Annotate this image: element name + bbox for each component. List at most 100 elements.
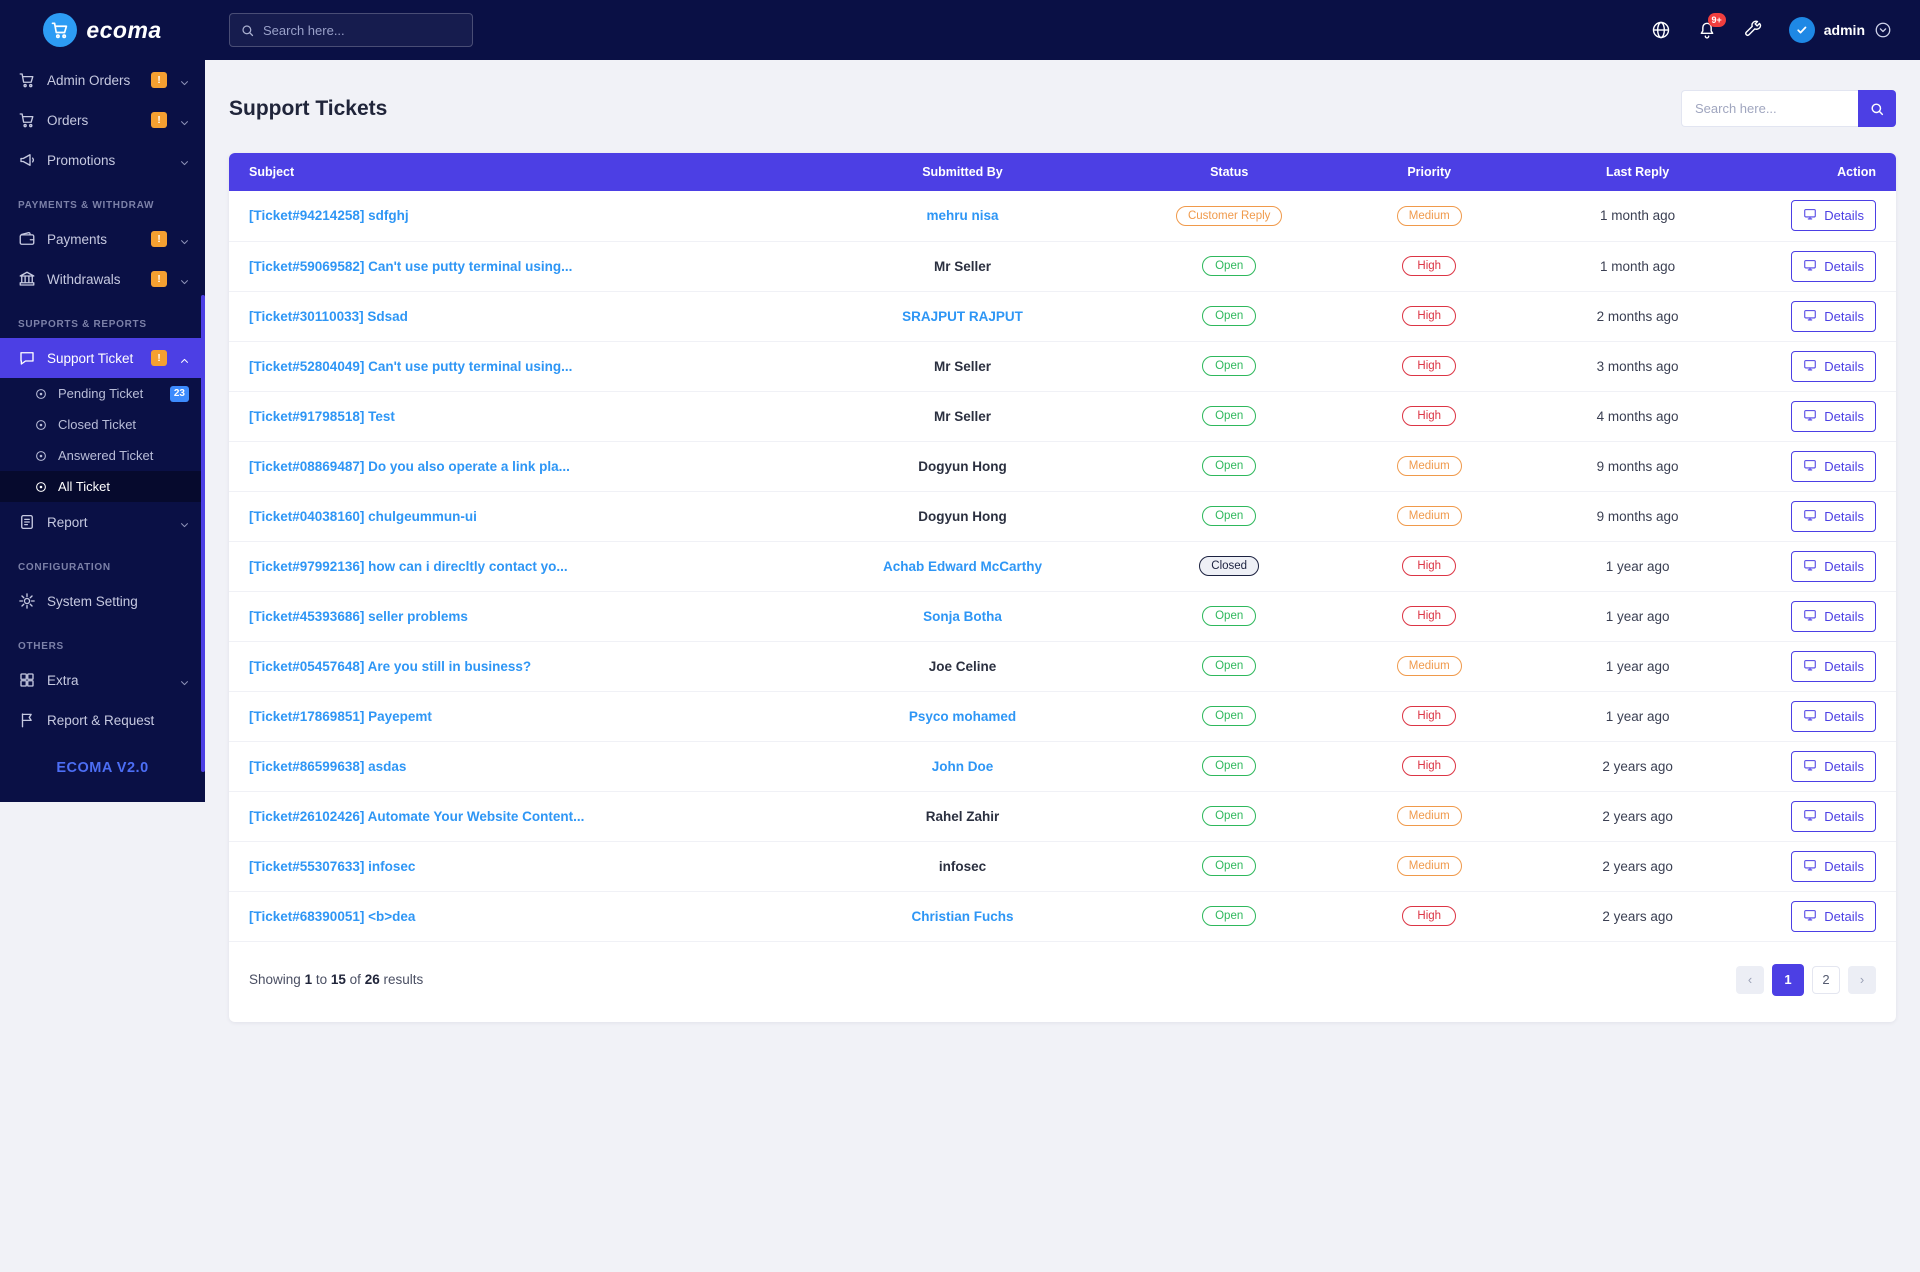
table-search-input[interactable] xyxy=(1681,90,1858,127)
details-button[interactable]: Details xyxy=(1791,700,1876,732)
submitted-by[interactable]: mehru nisa xyxy=(926,208,999,224)
last-reply: 1 month ago xyxy=(1529,241,1746,292)
submitted-by: Rahel Zahir xyxy=(925,808,1000,824)
details-button[interactable]: Details xyxy=(1791,750,1876,782)
sidebar-subitem-closed-ticket[interactable]: Closed Ticket xyxy=(0,409,205,440)
ticket-row: [Ticket#94214258] sdfghj mehru nisa Custom… xyxy=(229,191,1896,242)
details-button-label: Details xyxy=(1824,208,1864,224)
details-button[interactable]: Details xyxy=(1791,400,1876,432)
ticket-row: [Ticket#86599638] asdas John Doe Open High 2… xyxy=(229,741,1896,792)
sidebar: ecoma Admin Orders! Orders! Promotions PAYM… xyxy=(0,0,205,802)
sidebar-item-support-ticket[interactable]: Support Ticket! xyxy=(0,338,205,378)
details-button-label: Details xyxy=(1824,858,1864,874)
last-reply: 1 year ago xyxy=(1529,541,1746,592)
sidebar-item-extra[interactable]: Extra xyxy=(0,660,205,700)
details-monitor-icon xyxy=(1803,608,1817,625)
ticket-subject-link[interactable]: [Ticket#45393686] seller problems xyxy=(249,608,468,624)
submitted-by: Mr Seller xyxy=(933,408,991,424)
priority-badge: Medium xyxy=(1396,506,1462,526)
details-button-label: Details xyxy=(1824,758,1864,774)
sidebar-subitem-pending-ticket[interactable]: Pending Ticket 23 xyxy=(0,378,205,409)
ticket-subject-link[interactable]: [Ticket#86599638] asdas xyxy=(249,758,407,774)
details-button[interactable]: Details xyxy=(1791,450,1876,482)
ticket-subject-link[interactable]: [Ticket#08869487] Do you also operate a … xyxy=(249,458,570,474)
brand-logo[interactable]: ecoma xyxy=(0,0,205,60)
ticket-subject-link[interactable]: [Ticket#17869851] Payepemt xyxy=(249,708,432,724)
details-monitor-icon xyxy=(1803,808,1817,825)
details-button[interactable]: Details xyxy=(1791,250,1876,282)
sidebar-scrollbar[interactable] xyxy=(201,295,205,772)
user-name: admin xyxy=(1823,22,1865,38)
priority-badge: High xyxy=(1402,256,1457,276)
details-button-label: Details xyxy=(1824,658,1864,674)
topbar-search-input[interactable] xyxy=(263,22,462,38)
user-menu[interactable]: admin xyxy=(1788,17,1892,43)
grid-icon xyxy=(18,671,36,689)
pagination-page-1[interactable]: 1 xyxy=(1772,963,1804,996)
priority-badge: Medium xyxy=(1396,806,1462,826)
ticket-row: [Ticket#30110033] Sdsad SRAJPUT RAJPUT Ope… xyxy=(229,291,1896,342)
details-button[interactable]: Details xyxy=(1791,350,1876,382)
main-content: Support Tickets Subject Submitted By Sta… xyxy=(205,60,1920,1046)
sidebar-item-orders[interactable]: Orders! xyxy=(0,100,205,140)
sidebar-item-report-request[interactable]: Report & Request xyxy=(0,700,205,740)
pagination-prev[interactable]: ‹ xyxy=(1736,965,1764,994)
submitted-by[interactable]: Christian Fuchs xyxy=(911,908,1014,924)
ticket-subject-link[interactable]: [Ticket#26102426] Automate Your Website … xyxy=(249,808,585,824)
language-globe-button[interactable] xyxy=(1651,20,1671,40)
cart-icon xyxy=(18,71,36,89)
submitted-by[interactable]: Sonja Botha xyxy=(923,608,1002,624)
submitted-by[interactable]: Achab Edward McCarthy xyxy=(882,558,1042,574)
ticket-subject-link[interactable]: [Ticket#97992136] how can i direcltly co… xyxy=(249,558,568,574)
sidebar-item-withdrawals[interactable]: Withdrawals! xyxy=(0,259,205,299)
brand-cart-icon xyxy=(43,13,78,47)
details-button[interactable]: Details xyxy=(1791,900,1876,932)
ticket-subject-link[interactable]: [Ticket#52804049] Can't use putty termin… xyxy=(249,358,573,374)
submitted-by[interactable]: Psyco mohamed xyxy=(908,708,1017,724)
details-button[interactable]: Details xyxy=(1791,850,1876,882)
app-version: ECOMA V2.0 xyxy=(56,760,149,776)
sidebar-item-system-setting[interactable]: System Setting xyxy=(0,581,205,621)
last-reply: 1 month ago xyxy=(1529,191,1746,242)
ticket-subject-link[interactable]: [Ticket#91798518] Test xyxy=(249,408,395,424)
ticket-subject-link[interactable]: [Ticket#68390051] <b>dea xyxy=(249,908,416,924)
sidebar-item-report[interactable]: Report xyxy=(0,502,205,542)
ticket-subject-link[interactable]: [Ticket#94214258] sdfghj xyxy=(249,208,409,224)
pagination-next[interactable]: › xyxy=(1848,965,1876,994)
submitted-by[interactable]: SRAJPUT RAJPUT xyxy=(902,308,1023,324)
dot-icon xyxy=(34,418,48,432)
details-button[interactable]: Details xyxy=(1791,200,1876,232)
submitted-by[interactable]: John Doe xyxy=(931,758,994,774)
ticket-subject-link[interactable]: [Ticket#59069582] Can't use putty termin… xyxy=(249,258,573,274)
details-button[interactable]: Details xyxy=(1791,300,1876,332)
last-reply: 2 years ago xyxy=(1529,791,1746,842)
details-button[interactable]: Details xyxy=(1791,600,1876,632)
last-reply: 9 months ago xyxy=(1529,491,1746,542)
sidebar-item-promotions[interactable]: Promotions xyxy=(0,140,205,180)
ticket-subject-link[interactable]: [Ticket#30110033] Sdsad xyxy=(249,308,408,324)
sidebar-item-payments[interactable]: Payments! xyxy=(0,219,205,259)
search-icon xyxy=(240,23,255,38)
sidebar-subitem-answered-ticket[interactable]: Answered Ticket xyxy=(0,440,205,471)
details-button[interactable]: Details xyxy=(1791,650,1876,682)
details-monitor-icon xyxy=(1803,658,1817,675)
pagination-page-2[interactable]: 2 xyxy=(1812,965,1840,994)
details-monitor-icon xyxy=(1803,358,1817,375)
ticket-subject-link[interactable]: [Ticket#05457648] Are you still in busin… xyxy=(249,658,532,674)
details-button[interactable]: Details xyxy=(1791,500,1876,532)
sidebar-subitem-all-ticket[interactable]: All Ticket xyxy=(0,471,205,502)
ticket-icon xyxy=(18,349,36,367)
brand-name: ecoma xyxy=(86,16,162,43)
dot-icon xyxy=(34,449,48,463)
sidebar-item-admin-orders[interactable]: Admin Orders! xyxy=(0,60,205,100)
notifications-bell-button[interactable]: 9+ xyxy=(1697,13,1726,40)
details-button[interactable]: Details xyxy=(1791,800,1876,832)
details-button[interactable]: Details xyxy=(1791,550,1876,582)
ticket-subject-link[interactable]: [Ticket#55307633] infosec xyxy=(249,858,416,874)
tickets-tbody: [Ticket#94214258] sdfghj mehru nisa Custom… xyxy=(229,191,1896,942)
table-search-button[interactable] xyxy=(1858,90,1896,127)
sidebar-item-label: Payments xyxy=(47,231,108,247)
ticket-subject-link[interactable]: [Ticket#04038160] chulgeummun-ui xyxy=(249,508,477,524)
status-badge: Closed xyxy=(1199,556,1260,576)
settings-wrench-button[interactable] xyxy=(1743,20,1763,40)
